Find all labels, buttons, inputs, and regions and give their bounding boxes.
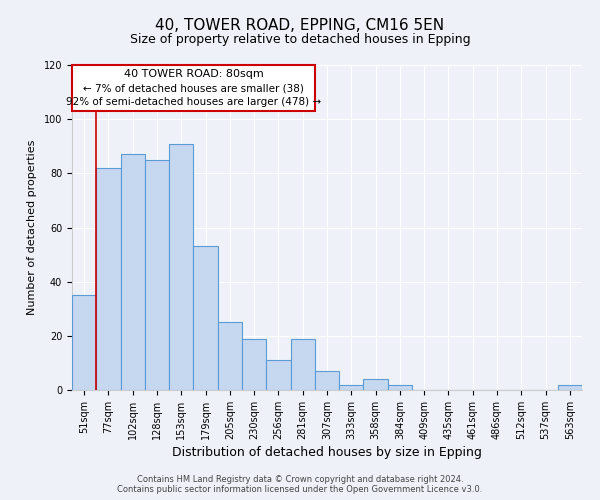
Text: ← 7% of detached houses are smaller (38): ← 7% of detached houses are smaller (38) — [83, 83, 304, 93]
Bar — [121, 154, 145, 390]
Text: 40, TOWER ROAD, EPPING, CM16 5EN: 40, TOWER ROAD, EPPING, CM16 5EN — [155, 18, 445, 32]
Bar — [72, 295, 96, 390]
Bar — [242, 338, 266, 390]
Text: Contains public sector information licensed under the Open Government Licence v3: Contains public sector information licen… — [118, 484, 482, 494]
Text: 40 TOWER ROAD: 80sqm: 40 TOWER ROAD: 80sqm — [124, 70, 263, 80]
Bar — [266, 360, 290, 390]
Text: Size of property relative to detached houses in Epping: Size of property relative to detached ho… — [130, 32, 470, 46]
Bar — [315, 371, 339, 390]
Bar — [388, 384, 412, 390]
X-axis label: Distribution of detached houses by size in Epping: Distribution of detached houses by size … — [172, 446, 482, 459]
Bar — [364, 379, 388, 390]
FancyBboxPatch shape — [72, 65, 315, 111]
Text: Contains HM Land Registry data © Crown copyright and database right 2024.: Contains HM Land Registry data © Crown c… — [137, 476, 463, 484]
Bar — [96, 168, 121, 390]
Bar — [218, 322, 242, 390]
Bar — [558, 384, 582, 390]
Text: 92% of semi-detached houses are larger (478) →: 92% of semi-detached houses are larger (… — [66, 96, 321, 106]
Y-axis label: Number of detached properties: Number of detached properties — [27, 140, 37, 315]
Bar — [290, 338, 315, 390]
Bar — [145, 160, 169, 390]
Bar — [339, 384, 364, 390]
Bar — [193, 246, 218, 390]
Bar — [169, 144, 193, 390]
